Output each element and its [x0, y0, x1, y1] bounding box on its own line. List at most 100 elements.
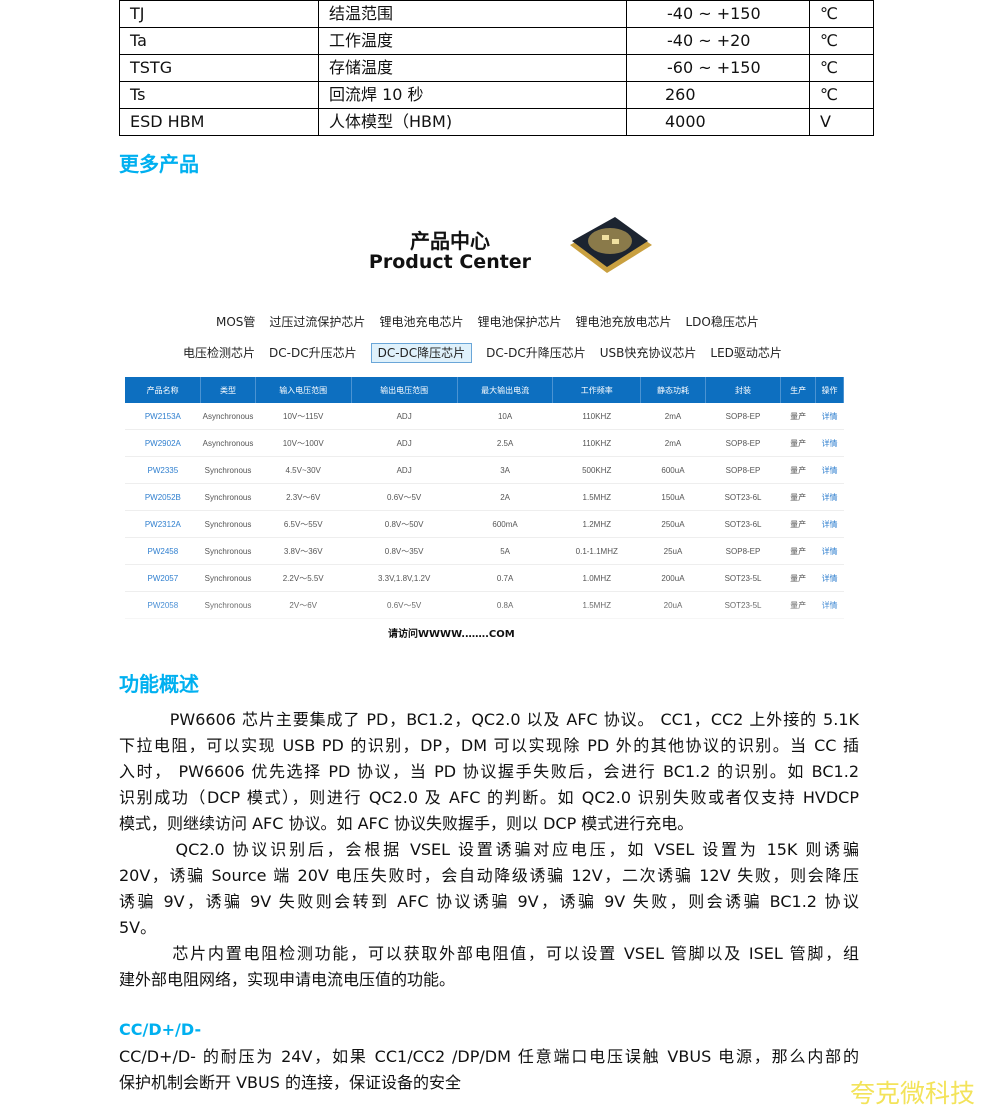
ratings-cell: Ta [119, 27, 319, 55]
category-link[interactable]: 过压过流保护芯片 [269, 315, 366, 329]
category-link[interactable]: LED驱动芯片 [710, 346, 782, 360]
column-header: 封装 [705, 377, 782, 403]
product-cell: 0.6V～5V [351, 483, 458, 511]
ratings-row: Ta 工作温度 -40 ~ +20 ℃ [119, 27, 874, 55]
ratings-cell: V [809, 108, 874, 136]
column-header: 类型 [200, 377, 256, 403]
paragraph-line: 芯片内置电阻检测功能，可以获取外部电阻值，可以设置 VSEL 管脚以及 ISEL… [119, 944, 859, 963]
paragraph-line: 5V。 [119, 918, 157, 937]
details-link[interactable]: 详情 [815, 456, 844, 484]
product-cell: 0.1-1.1MHZ [552, 537, 641, 565]
product-name-link[interactable]: PW2902A [125, 429, 201, 457]
product-row: PW2335 Synchronous 4.5V~30V ADJ 3A 500KHZ 600u… [125, 456, 844, 484]
details-link[interactable]: 详情 [815, 403, 844, 430]
ratings-cell: ℃ [809, 27, 874, 55]
product-row: PW2902A Asynchronous 10V～100V ADJ 2.5A 110KHZ… [125, 429, 844, 457]
product-name-link[interactable]: PW2153A [125, 403, 201, 430]
ratings-cell: 人体模型（HBM) [318, 108, 627, 136]
product-name-link[interactable]: PW2312A [125, 510, 201, 538]
category-link[interactable]: DC-DC降压芯片 [370, 343, 473, 363]
ratings-row: TSTG 存储温度 -60 ~ +150 ℃ [119, 54, 874, 82]
product-cell: 0.8V～35V [351, 537, 458, 565]
product-cell: ADJ [351, 429, 458, 457]
ratings-cell: 260 [626, 81, 810, 109]
overview-paragraph: PW6606 芯片主要集成了 PD，BC1.2，QC2.0 以及 AFC 协议。… [119, 707, 859, 993]
product-cell: 110KHZ [552, 429, 641, 457]
product-cell: 200uA [640, 564, 706, 592]
column-header: 静态功耗 [640, 377, 706, 403]
details-link[interactable]: 详情 [815, 429, 844, 457]
paragraph-line: 诱骗 9V，诱骗 9V 失败则会转到 AFC 协议诱骗 9V，诱骗 9V 失败，… [119, 892, 859, 911]
product-cell: 5A [457, 537, 553, 565]
ratings-row: TJ 结温范围 -40 ~ +150 ℃ [119, 0, 874, 28]
product-row: PW2052B Synchronous 2.3V～6V 0.6V～5V 2A 1.5MHZ… [125, 483, 844, 511]
chip-image [570, 217, 652, 273]
product-name-link[interactable]: PW2335 [125, 456, 201, 484]
paragraph-line: 保护机制会断开 VBUS 的连接，保证设备的安全 [119, 1073, 461, 1092]
product-cell: 1.0MHZ [552, 564, 641, 592]
ratings-cell: 存储温度 [318, 54, 627, 82]
details-link[interactable]: 详情 [815, 537, 844, 565]
category-link[interactable]: DC-DC升压芯片 [269, 346, 357, 360]
product-cell: 0.7A [457, 564, 553, 592]
column-header: 最大输出电流 [457, 377, 554, 403]
product-name-link[interactable]: PW2052B [125, 483, 201, 511]
ratings-cell: -40 ~ +150 [626, 0, 810, 28]
ratings-cell: ESD HBM [119, 108, 319, 136]
details-link[interactable]: 详情 [815, 510, 844, 538]
product-cell: ADJ [351, 403, 458, 430]
details-link[interactable]: 详情 [815, 564, 844, 592]
category-row-1: MOS管 过压过流保护芯片 锂电池充电芯片 锂电池保护芯片 锂电池充放电芯片 LDO稳压芯… [216, 313, 773, 330]
ratings-cell: 回流焊 10 秒 [318, 81, 627, 109]
column-header: 产品名称 [125, 377, 202, 403]
product-cell: SOP8-EP [705, 537, 781, 565]
reflection-fade [125, 600, 844, 640]
category-link[interactable]: DC-DC升降压芯片 [486, 346, 586, 360]
column-header: 输出电压范围 [351, 377, 458, 403]
product-center-banner: 产品中心 Product Center MOS管 过压过流保护芯片 锂电池充电芯片锂… [120, 195, 850, 645]
product-cell: 3.8V～36V [255, 537, 352, 565]
product-row: PW2057 Synchronous 2.2V～5.5V 3.3V,1.8V,1.2V… [125, 564, 844, 592]
category-link[interactable]: 电压检测芯片 [183, 346, 256, 360]
product-cell: SOT23-5L [705, 564, 781, 592]
category-link[interactable]: 锂电池保护芯片 [477, 315, 562, 329]
paragraph-line: 20V，诱骗 Source 端 20V 电压失败时，会自动降级诱骗 12V，二次… [119, 866, 859, 885]
product-cell: 2.5A [457, 429, 553, 457]
category-link[interactable]: 锂电池充放电芯片 [575, 315, 672, 329]
paragraph-line: 入时， PW6606 优先选择 PD 协议，当 PD 协议握手失败后，会进行 B… [119, 762, 859, 781]
product-cell: SOT23-6L [705, 510, 781, 538]
product-center-title-en: Product Center [368, 251, 532, 273]
product-cell: 250uA [640, 510, 706, 538]
product-cell: 2.3V～6V [255, 483, 352, 511]
product-center-title: 产品中心 [410, 229, 490, 253]
ccdd-paragraph: CC/D+/D- 的耐压为 24V，如果 CC1/CC2 /DP/DM 任意端口… [119, 1044, 859, 1096]
category-link[interactable]: MOS管 [216, 315, 256, 329]
ccdd-heading: CC/D+/D- [119, 1020, 202, 1039]
ratings-cell: 工作温度 [318, 27, 627, 55]
category-link[interactable]: USB快充协议芯片 [599, 346, 697, 360]
paragraph-line: QC2.0 协议识别后，会根据 VSEL 设置诱骗对应电压，如 VSEL 设置为… [119, 840, 859, 859]
overview-heading: 功能概述 [119, 672, 199, 696]
paragraph-line: 下拉电阻，可以实现 USB PD 的识别，DP，DM 可以实现除 PD 外的其他… [119, 736, 859, 755]
product-cell: ADJ [351, 456, 458, 484]
product-table: 产品名称 类型 输入电压范围 输出电压范围 最大输出电流 工作频率 静态功耗 封装 生产 操作 PW… [125, 377, 844, 619]
product-cell: SOP8-EP [705, 403, 781, 430]
product-cell: 量产 [780, 537, 816, 565]
ratings-row: Ts 回流焊 10 秒 260 ℃ [119, 81, 874, 109]
product-cell: 25uA [640, 537, 706, 565]
product-cell: Asynchronous [200, 403, 256, 430]
product-cell: Synchronous [200, 564, 256, 592]
column-header: 输入电压范围 [255, 377, 352, 403]
product-name-link[interactable]: PW2458 [125, 537, 201, 565]
category-link[interactable]: LDO稳压芯片 [685, 315, 759, 329]
product-cell: 量产 [780, 429, 816, 457]
product-name-link[interactable]: PW2057 [125, 564, 201, 592]
paragraph-line: PW6606 芯片主要集成了 PD，BC1.2，QC2.0 以及 AFC 协议。… [119, 710, 859, 729]
category-link[interactable]: 锂电池充电芯片 [379, 315, 464, 329]
product-cell: 4.5V~30V [255, 456, 352, 484]
product-row: PW2312A Synchronous 6.5V～55V 0.8V～50V 600mA 1… [125, 510, 844, 538]
product-cell: 量产 [780, 510, 816, 538]
product-cell: 1.2MHZ [552, 510, 641, 538]
details-link[interactable]: 详情 [815, 483, 844, 511]
product-cell: 2mA [640, 403, 706, 430]
